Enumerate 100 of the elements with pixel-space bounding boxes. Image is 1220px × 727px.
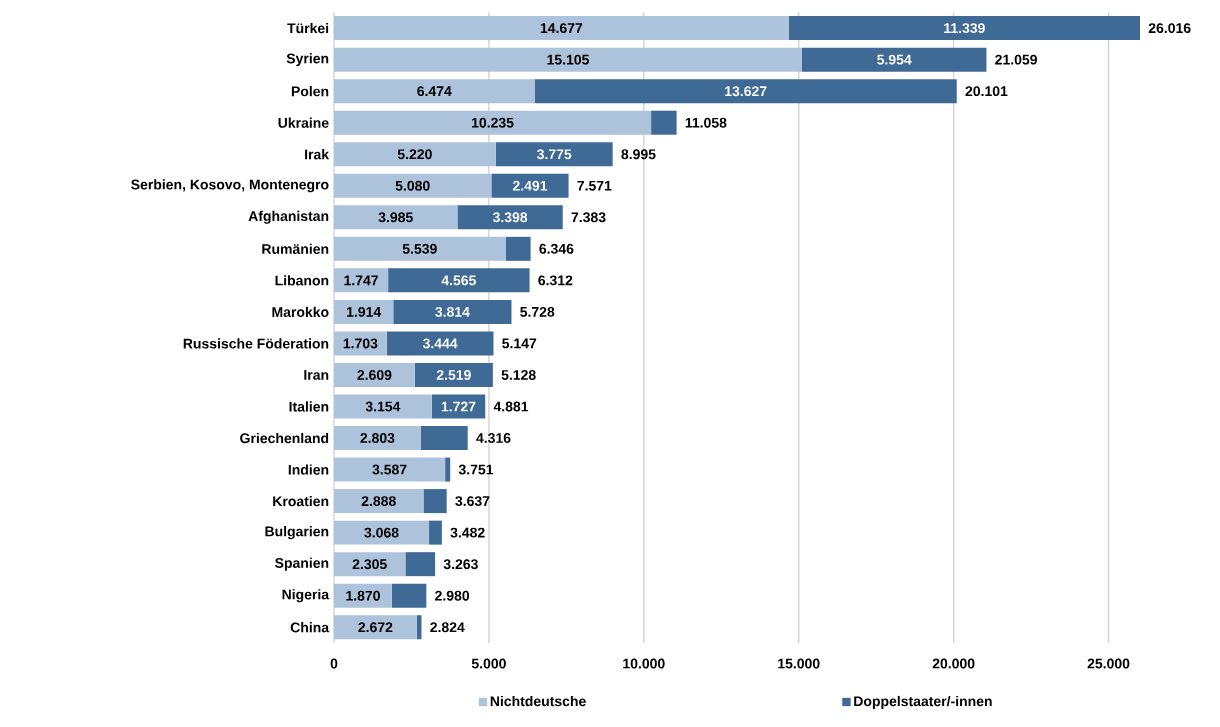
bar (423, 489, 447, 514)
total-label: 3.751 (458, 464, 494, 475)
total-label: 6.312 (538, 275, 573, 286)
y-tick-label: Griechenland (240, 432, 329, 444)
bar (334, 362, 415, 387)
y-tick-label: Russische Föderation (183, 338, 329, 349)
total-label: 5.147 (502, 338, 537, 349)
total-label: 4.316 (476, 433, 511, 443)
x-tick-label: 0 (330, 658, 338, 669)
total-label: 8.995 (621, 149, 656, 160)
total-label: 20.101 (965, 86, 1008, 97)
x-tick-label: 15.000 (778, 658, 820, 669)
data-label: 1.727 (441, 401, 476, 412)
y-tick-label: Irak (305, 149, 330, 160)
bar (505, 236, 531, 261)
bar (334, 79, 535, 104)
bar (334, 205, 458, 230)
y-tick-label: Iran (304, 370, 329, 380)
data-label: 2.491 (512, 180, 548, 191)
bar (334, 615, 417, 640)
legend-label: Nichtdeutsche (490, 695, 586, 707)
y-tick-label: China (290, 622, 330, 633)
bar (334, 583, 392, 608)
bar (491, 173, 569, 198)
y-tick-label: Spanien (275, 557, 329, 571)
data-label: 6.474 (417, 86, 452, 97)
bar (429, 520, 442, 545)
y-tick-label: Libanon (275, 275, 329, 286)
bar (334, 16, 789, 41)
bar (495, 142, 613, 167)
y-tick-label: Rumänien (262, 243, 329, 254)
data-label: 1.703 (343, 338, 378, 349)
x-tick-label: 25.000 (1087, 658, 1130, 669)
total-label: 5.728 (520, 306, 555, 317)
y-tick-label: Kroatien (273, 495, 329, 507)
legend-label: Doppelstaater/-innen (854, 695, 992, 709)
data-label: 5.539 (402, 243, 437, 254)
x-tick-label: 20.000 (932, 658, 975, 669)
bar (334, 489, 424, 514)
total-label: 5.128 (501, 370, 536, 380)
data-label: 2.803 (360, 433, 395, 443)
data-label: 3.814 (435, 306, 470, 317)
data-label: 1.747 (344, 275, 378, 286)
data-label: 2.672 (358, 622, 393, 633)
bar (534, 79, 957, 104)
y-tick-label: Ukraine (278, 117, 329, 128)
total-label: 4.881 (493, 401, 529, 412)
data-label: 1.914 (347, 306, 382, 317)
bar (334, 268, 389, 293)
data-label: 14.677 (540, 23, 583, 34)
data-label: 15.105 (547, 54, 589, 65)
total-label: 11.058 (685, 117, 727, 128)
bar (414, 362, 493, 387)
data-label: 5.954 (877, 54, 912, 65)
data-label: 3.985 (378, 212, 413, 223)
x-tick-label: 10.000 (623, 658, 665, 669)
bar (334, 552, 406, 577)
bar (334, 426, 421, 451)
data-label: 3.154 (365, 401, 401, 412)
total-label: 7.383 (571, 212, 606, 223)
data-label: 3.587 (372, 464, 407, 475)
bar (386, 331, 494, 356)
data-label: 1.870 (346, 590, 380, 601)
bar (334, 110, 652, 135)
total-label: 21.059 (995, 54, 1037, 65)
bar (431, 394, 486, 419)
data-label: 2.609 (357, 370, 392, 380)
total-label: 3.482 (450, 527, 485, 538)
bar (334, 47, 802, 72)
y-tick-label: Türkei (287, 22, 329, 34)
data-label: 2.888 (361, 496, 396, 507)
y-tick-label: Bulgarien (265, 526, 329, 540)
bar (393, 299, 512, 324)
y-tick-label: Serbien, Kosovo, Montenegro (131, 179, 329, 193)
y-tick-label: Polen (291, 86, 329, 97)
total-label: 7.571 (577, 180, 612, 191)
total-label: 26.016 (1148, 23, 1191, 34)
bar (801, 47, 987, 72)
data-label: 3.398 (492, 212, 528, 223)
data-label: 2.305 (352, 559, 387, 570)
bar (334, 142, 496, 167)
data-label: 2.519 (436, 370, 471, 380)
data-label: 5.080 (395, 180, 430, 191)
data-label: 11.339 (944, 23, 985, 34)
total-label: 3.637 (455, 496, 490, 507)
bar (334, 520, 430, 545)
bar (388, 268, 530, 293)
y-tick-label: Afghanistan (248, 210, 329, 224)
bar (457, 205, 563, 230)
total-label: 2.824 (430, 622, 465, 633)
bar (334, 236, 506, 261)
bar (788, 16, 1140, 41)
bar (334, 457, 446, 482)
bar (334, 394, 432, 419)
data-label: 3.444 (422, 338, 458, 349)
data-label: 13.627 (725, 86, 767, 97)
total-label: 6.346 (539, 243, 574, 254)
total-label: 3.263 (443, 559, 478, 570)
y-tick-label: Syrien (286, 53, 329, 67)
bar (391, 583, 427, 608)
